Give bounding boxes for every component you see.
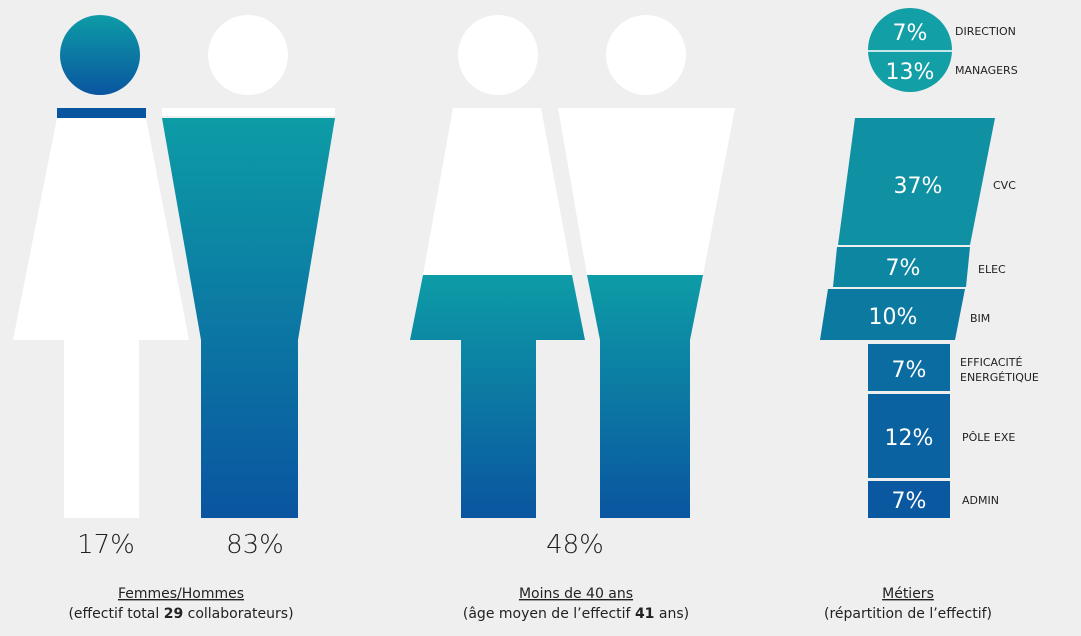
- caption-title: Moins de 40 ans: [519, 586, 633, 602]
- caption-subtitle: (répartition de l’effectif): [824, 606, 992, 622]
- segment-percent: 7%: [893, 21, 928, 46]
- man-head: [606, 15, 686, 95]
- segment-bim: [820, 289, 965, 340]
- woman-lower: [410, 275, 585, 518]
- segment-admin: [868, 481, 950, 518]
- man-lower: [587, 275, 703, 518]
- man-head: [208, 15, 288, 95]
- caption-number: 29: [164, 606, 183, 622]
- segment-percent: 12%: [885, 426, 934, 451]
- segment-label: EFFICACITÉ: [960, 356, 1023, 369]
- caption-title: Métiers: [882, 586, 934, 602]
- men-percent: 83%: [226, 530, 284, 560]
- segment-percent: 37%: [894, 174, 943, 199]
- segment-elec: [833, 247, 970, 287]
- caption-title: Femmes/Hommes: [118, 586, 244, 602]
- caption-part: (effectif total: [68, 606, 163, 622]
- segment-label: MANAGERS: [955, 64, 1018, 77]
- head-circle: [868, 8, 952, 92]
- woman-head: [60, 15, 140, 95]
- segment-percent: 13%: [886, 60, 935, 85]
- segment-label: ELEC: [978, 263, 1006, 276]
- woman-legs: [64, 340, 139, 518]
- under-40-percent: 48%: [546, 530, 604, 560]
- man-body: [162, 118, 335, 518]
- caption-number: 41: [635, 606, 654, 622]
- segment-percent: 7%: [892, 358, 927, 383]
- woman-dress-top: [423, 108, 572, 275]
- woman-neck: [57, 108, 146, 118]
- segment-pole-exe: [868, 394, 950, 478]
- caption-subtitle: (âge moyen de l’effectif 41 ans): [463, 606, 689, 622]
- segment-cvc: [838, 118, 995, 245]
- segment-label: CVC: [993, 179, 1016, 192]
- segment-label: PÔLE EXE: [962, 431, 1015, 444]
- caption-part: (âge moyen de l’effectif: [463, 606, 635, 622]
- women-percent: 17%: [77, 530, 135, 560]
- caption-part: ans): [654, 606, 689, 622]
- segment-label: ADMIN: [962, 494, 999, 507]
- segment-efficacite: [868, 344, 950, 391]
- man-shoulders: [162, 108, 335, 116]
- man-top: [558, 108, 735, 275]
- segment-percent: 7%: [886, 256, 921, 281]
- caption-subtitle: (effectif total 29 collaborateurs): [68, 606, 293, 622]
- segment-label: BIM: [970, 312, 990, 325]
- segment-label: DIRECTION: [955, 25, 1016, 38]
- segment-label: ENERGÉTIQUE: [960, 371, 1039, 384]
- segment-percent: 10%: [869, 305, 918, 330]
- caption-part: collaborateurs): [183, 606, 293, 622]
- segment-percent: 7%: [892, 489, 927, 514]
- woman-head: [458, 15, 538, 95]
- woman-dress: [13, 118, 189, 340]
